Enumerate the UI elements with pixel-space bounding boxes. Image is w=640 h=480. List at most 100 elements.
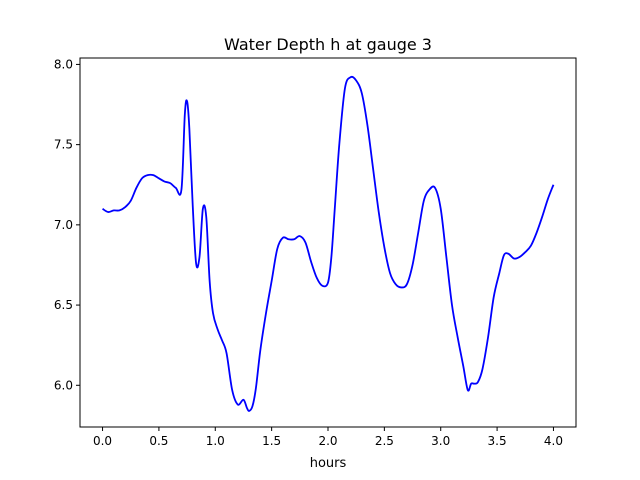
chart-title: Water Depth h at gauge 3 [224,35,432,54]
data-point [503,255,504,256]
data-point [446,256,447,257]
x-axis-ticks: 0.0 0.5 1.0 1.5 2.0 2.5 3.0 3.5 4.0 [93,427,563,448]
data-point [412,264,413,265]
data-point [553,184,554,185]
data-point [513,258,514,259]
y-tick-label: 7.0 [54,218,73,232]
data-point [130,200,131,201]
data-point [542,216,543,217]
data-point [181,189,182,190]
data-point [339,144,340,145]
data-point [164,181,165,182]
x-axis-label: hours [310,456,347,471]
data-point [327,282,328,283]
data-point [271,280,272,281]
data-point [474,383,475,384]
data-point [282,237,283,238]
data-point [493,296,494,297]
data-point [221,340,222,341]
data-point [334,208,335,209]
data-point [440,208,441,209]
data-point [206,216,207,217]
data-point [367,125,368,126]
data-point [189,128,190,129]
y-tick-label: 7.5 [54,138,73,152]
data-point [482,369,483,370]
x-tick-label: 3.5 [488,434,507,448]
data-point [141,178,142,179]
data-point [401,287,402,288]
data-point [153,175,154,176]
data-point [199,256,200,257]
data-point [158,178,159,179]
plot-area [102,75,555,412]
data-point [124,207,125,208]
data-point [265,312,266,313]
data-point [519,256,520,257]
data-point [547,199,548,200]
data-point [196,263,197,264]
y-tick-label: 6.0 [54,378,73,392]
data-point [248,410,249,411]
data-point [429,189,430,190]
data-point [471,383,472,384]
data-point [252,406,253,407]
data-point [499,272,500,273]
data-point [246,407,247,408]
x-tick-label: 1.0 [206,434,225,448]
data-point [322,285,323,286]
data-point [232,390,233,391]
data-point [102,208,103,209]
data-point [184,114,185,115]
data-point [389,272,390,273]
data-point [350,77,351,78]
data-point [477,381,478,382]
data-point [418,232,419,233]
data-point [423,200,424,201]
x-tick-label: 4.0 [544,434,563,448]
x-tick-label: 1.5 [262,434,281,448]
data-point [226,353,227,354]
data-point [395,284,396,285]
data-point [299,235,300,236]
data-point [406,284,407,285]
data-point [294,239,295,240]
data-point [530,245,531,246]
data-point [356,80,357,81]
data-point [192,205,193,206]
data-point [202,208,203,209]
data-point [255,388,256,389]
data-point [525,252,526,253]
data-point [451,304,452,305]
data-point [536,232,537,233]
data-point [372,168,373,169]
data-point [212,312,213,313]
data-point [237,404,238,405]
data-point [277,248,278,249]
x-tick-label: 2.5 [375,434,394,448]
data-point [467,390,468,391]
data-point [170,183,171,184]
data-point [217,329,218,330]
data-point [288,239,289,240]
data-point [136,187,137,188]
data-point [331,256,332,257]
y-tick-label: 6.5 [54,298,73,312]
data-point [209,280,210,281]
data-point [316,277,317,278]
data-point [243,399,244,400]
y-axis-ticks: 6.0 6.5 7.0 7.5 8.0 [54,57,80,392]
data-point [344,88,345,89]
data-point [113,210,114,211]
data-point [378,211,379,212]
data-point [310,261,311,262]
data-point [147,175,148,176]
data-point [434,187,435,188]
data-point [260,349,261,350]
data-point [361,93,362,94]
data-point [384,247,385,248]
data-point [119,210,120,211]
x-tick-label: 0.0 [93,434,112,448]
